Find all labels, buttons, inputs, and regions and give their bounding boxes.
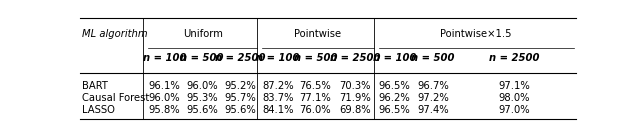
Text: Pointwise: Pointwise: [294, 29, 341, 39]
Text: BART: BART: [82, 81, 108, 91]
Text: 95.6%: 95.6%: [224, 105, 256, 115]
Text: n = 2500: n = 2500: [214, 53, 265, 63]
Text: n = 100: n = 100: [143, 53, 186, 63]
Text: 98.0%: 98.0%: [499, 93, 531, 103]
Text: 76.0%: 76.0%: [300, 105, 331, 115]
Text: 71.9%: 71.9%: [339, 93, 371, 103]
Text: 95.8%: 95.8%: [148, 105, 180, 115]
Text: 97.2%: 97.2%: [417, 93, 449, 103]
Text: 96.0%: 96.0%: [148, 93, 180, 103]
Text: 87.2%: 87.2%: [262, 81, 294, 91]
Text: 96.0%: 96.0%: [186, 81, 218, 91]
Text: n = 500: n = 500: [294, 53, 337, 63]
Text: 96.7%: 96.7%: [417, 81, 449, 91]
Text: Pointwise×1.5: Pointwise×1.5: [440, 29, 512, 39]
Text: 95.7%: 95.7%: [224, 93, 256, 103]
Text: 96.2%: 96.2%: [379, 93, 411, 103]
Text: n = 100: n = 100: [257, 53, 300, 63]
Text: Uniform: Uniform: [183, 29, 223, 39]
Text: 96.1%: 96.1%: [148, 81, 180, 91]
Text: 83.7%: 83.7%: [262, 93, 294, 103]
Text: 95.6%: 95.6%: [186, 105, 218, 115]
Text: n = 500: n = 500: [412, 53, 455, 63]
Text: 77.1%: 77.1%: [300, 93, 332, 103]
Text: n = 500: n = 500: [180, 53, 223, 63]
Text: n = 2500: n = 2500: [330, 53, 380, 63]
Text: 97.0%: 97.0%: [499, 105, 531, 115]
Text: 70.3%: 70.3%: [339, 81, 371, 91]
Text: Causal Forest: Causal Forest: [82, 93, 149, 103]
Text: 97.4%: 97.4%: [417, 105, 449, 115]
Text: n = 2500: n = 2500: [489, 53, 540, 63]
Text: 95.2%: 95.2%: [224, 81, 256, 91]
Text: 76.5%: 76.5%: [300, 81, 332, 91]
Text: 69.8%: 69.8%: [339, 105, 371, 115]
Text: 95.3%: 95.3%: [186, 93, 218, 103]
Text: n = 100: n = 100: [373, 53, 417, 63]
Text: 96.5%: 96.5%: [379, 81, 411, 91]
Text: 97.1%: 97.1%: [499, 81, 531, 91]
Text: LASSO: LASSO: [82, 105, 115, 115]
Text: 84.1%: 84.1%: [262, 105, 294, 115]
Text: 96.5%: 96.5%: [379, 105, 411, 115]
Text: ML algorithm: ML algorithm: [82, 29, 148, 39]
